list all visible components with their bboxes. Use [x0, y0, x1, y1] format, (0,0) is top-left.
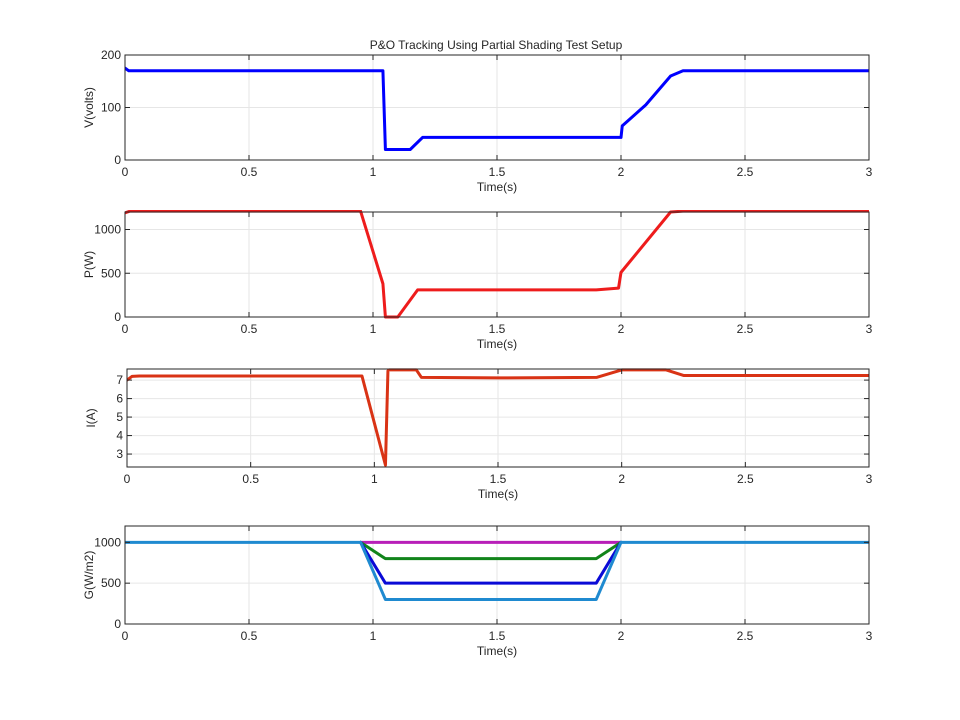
x-tick-label: 2 — [618, 472, 625, 486]
y-tick-label: 3 — [116, 447, 123, 461]
x-tick-label: 2 — [618, 165, 625, 179]
x-tick-label: 1 — [370, 165, 377, 179]
x-tick-label: 2.5 — [737, 165, 754, 179]
y-tick-label: 4 — [116, 429, 123, 443]
y-tick-label: 1000 — [94, 223, 121, 237]
x-axis-label: Time(s) — [477, 180, 517, 194]
y-tick-label: 500 — [101, 576, 121, 590]
x-tick-label: 1.5 — [489, 629, 506, 643]
y-tick-label: 5 — [116, 410, 123, 424]
x-tick-label: 1.5 — [489, 322, 506, 336]
x-tick-label: 3 — [866, 472, 873, 486]
x-tick-label: 1.5 — [490, 472, 507, 486]
x-tick-label: 2.5 — [737, 472, 754, 486]
x-tick-label: 1.5 — [489, 165, 506, 179]
subplot-3: 0 0.5 1 1.5 2 2.5 3 3 4 5 6 7 Time(s) I(A) — [84, 368, 873, 501]
series-line-2 — [359, 540, 623, 561]
x-tick-label: 0 — [122, 629, 129, 643]
subplot-4: 0 0.5 1 1.5 2 2.5 3 0 500 1000 Time(s) G(W/m2) — [82, 525, 873, 658]
chart-title: P&O Tracking Using Partial Shading Test … — [370, 38, 623, 52]
x-tick-label: 1 — [370, 629, 377, 643]
x-tick-label: 2.5 — [737, 629, 754, 643]
x-tick-label: 0.5 — [241, 165, 258, 179]
x-tick-label: 0 — [122, 165, 129, 179]
x-tick-label: 0.5 — [242, 472, 259, 486]
x-tick-label: 2.5 — [737, 322, 754, 336]
x-tick-label: 2 — [618, 322, 625, 336]
x-tick-label: 1 — [370, 322, 377, 336]
x-tick-label: 3 — [866, 322, 873, 336]
x-tick-label: 0 — [124, 472, 131, 486]
series-line-3 — [359, 540, 623, 585]
series-line-1 — [127, 368, 869, 467]
y-tick-label: 0 — [114, 310, 121, 324]
series-line-1 — [125, 66, 869, 151]
y-axis-label: P(W) — [82, 251, 96, 278]
x-tick-label: 3 — [866, 165, 873, 179]
subplot-1: 0 0.5 1 1.5 2 2.5 3 0 100 200 Time(s) V(volts) — [82, 48, 873, 194]
x-tick-label: 0 — [122, 322, 129, 336]
x-axis-label: Time(s) — [477, 644, 517, 658]
x-axis-label: Time(s) — [477, 337, 517, 351]
x-tick-label: 0.5 — [241, 629, 258, 643]
y-tick-label: 6 — [116, 392, 123, 406]
y-tick-label: 0 — [114, 617, 121, 631]
y-tick-label: 200 — [101, 48, 121, 62]
y-axis-label: I(A) — [84, 408, 98, 427]
y-tick-label: 500 — [101, 266, 121, 280]
x-tick-label: 1 — [371, 472, 378, 486]
subplot-2: 0 0.5 1 1.5 2 2.5 3 0 500 1000 Time(s) P(W) — [82, 210, 873, 351]
x-tick-label: 0.5 — [241, 322, 258, 336]
y-tick-label: 0 — [114, 153, 121, 167]
x-tick-label: 2 — [618, 629, 625, 643]
y-tick-label: 100 — [101, 101, 121, 115]
y-tick-label: 1000 — [94, 535, 121, 549]
y-axis-label: G(W/m2) — [82, 551, 96, 600]
y-tick-label: 7 — [116, 373, 123, 387]
x-axis-label: Time(s) — [478, 487, 518, 501]
y-axis-label: V(volts) — [82, 87, 96, 128]
x-tick-label: 3 — [866, 629, 873, 643]
series-line-4 — [125, 540, 869, 601]
